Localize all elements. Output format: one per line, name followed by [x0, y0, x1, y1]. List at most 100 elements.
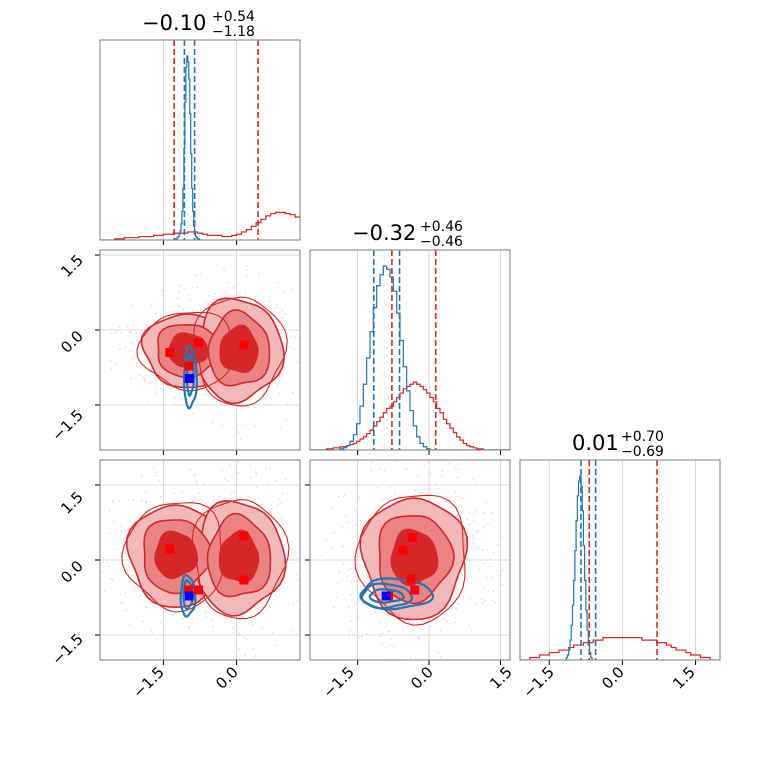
sample-dot — [130, 357, 133, 360]
sample-dot — [350, 593, 353, 596]
sample-dot — [246, 639, 248, 641]
sample-dot — [269, 468, 271, 470]
x-ticklabels-col0: −1.5 0.0 — [129, 663, 241, 701]
sample-dot — [113, 520, 116, 523]
sample-dot — [445, 620, 448, 623]
sample-dot — [346, 521, 349, 524]
sample-dot — [276, 281, 279, 284]
sample-dot — [211, 418, 214, 420]
sample-dot — [350, 580, 353, 583]
sample-dot — [156, 639, 159, 642]
sample-dot — [225, 617, 227, 620]
sample-dot — [143, 380, 146, 383]
sample-dot — [291, 548, 294, 551]
sample-dot — [178, 304, 180, 307]
sample-dot — [338, 495, 340, 498]
red-square-marker — [239, 531, 249, 541]
sample-dot — [194, 274, 197, 277]
sample-dot — [292, 629, 294, 631]
sample-dot — [174, 396, 177, 399]
sample-dot — [486, 548, 488, 551]
sample-dot — [448, 462, 451, 465]
sample-dot — [131, 498, 134, 501]
sample-dot — [250, 476, 253, 479]
sample-dot — [429, 488, 431, 491]
title-param2-lower: −0.69 — [621, 444, 664, 460]
sample-dot — [97, 530, 99, 532]
contour-plot-area — [320, 455, 504, 660]
sample-dot — [415, 636, 418, 639]
sample-dot — [257, 273, 260, 275]
y-ticklabels-row1: 1.5 0.0 −1.5 — [48, 251, 86, 444]
sample-dot — [285, 419, 288, 422]
sample-dot — [452, 510, 455, 513]
red-square-marker — [184, 585, 194, 595]
sample-dot — [280, 502, 282, 505]
sample-dot — [461, 497, 463, 500]
sample-dot — [492, 551, 495, 554]
sample-dot — [404, 619, 407, 622]
sample-dot — [255, 471, 257, 474]
sample-dot — [498, 574, 501, 577]
sample-dot — [398, 495, 400, 498]
sample-dot — [135, 361, 138, 364]
sample-dot — [255, 435, 257, 437]
sample-dot — [238, 431, 241, 434]
sample-dot — [359, 495, 361, 498]
sample-dot — [482, 601, 485, 604]
sample-dot — [356, 628, 359, 631]
sample-dot — [205, 393, 208, 396]
sample-dot — [135, 332, 138, 335]
red-square-marker — [165, 544, 175, 554]
red-square-marker — [239, 340, 249, 350]
sample-dot — [232, 627, 234, 630]
red-contour-level-3 — [390, 528, 439, 587]
blue-contour — [368, 588, 405, 604]
red-contour-outline — [121, 502, 223, 613]
sample-dot — [177, 291, 180, 293]
sample-dot — [246, 265, 249, 268]
title-param2-value: 0.01 — [572, 431, 619, 455]
sample-dot — [196, 286, 199, 289]
ytick-label: −1.5 — [48, 406, 86, 444]
sample-dot — [153, 467, 155, 470]
sample-dot — [292, 527, 295, 530]
sample-dot — [237, 633, 239, 636]
sample-dot — [196, 483, 199, 486]
sample-dot — [255, 486, 258, 489]
xtick-label: 1.5 — [669, 663, 699, 693]
ytick-label: 0.0 — [57, 327, 87, 357]
sample-dot — [308, 370, 310, 372]
sample-dot — [115, 330, 118, 332]
sample-dot — [239, 437, 242, 440]
sample-dot — [205, 616, 208, 618]
sample-dot — [245, 269, 248, 272]
xtick-label: 0.0 — [212, 663, 242, 693]
sample-dot — [415, 455, 417, 457]
sample-dot — [347, 606, 350, 609]
sample-dot — [212, 422, 214, 425]
histogram-plot-area — [100, 40, 300, 240]
sample-dot — [195, 480, 198, 483]
sample-dot — [178, 284, 181, 287]
sample-dot — [474, 603, 477, 606]
sample-dot — [335, 596, 338, 599]
sample-dot — [377, 486, 380, 489]
sample-dot — [127, 335, 129, 337]
red-contour-outline — [354, 494, 466, 626]
blue-histogram-line — [310, 265, 510, 450]
sample-dot — [180, 398, 183, 400]
sample-dot — [456, 495, 459, 498]
sample-dot — [280, 317, 283, 320]
histogram-plot-area — [520, 460, 720, 660]
sample-dot — [331, 546, 334, 549]
sample-dot — [208, 611, 210, 614]
sample-dot — [172, 614, 174, 617]
sample-dot — [457, 588, 460, 591]
sample-dot — [108, 509, 111, 512]
sample-dot — [207, 294, 210, 297]
sample-dot — [267, 481, 270, 484]
sample-dot — [469, 597, 472, 600]
sample-dot — [472, 477, 475, 480]
